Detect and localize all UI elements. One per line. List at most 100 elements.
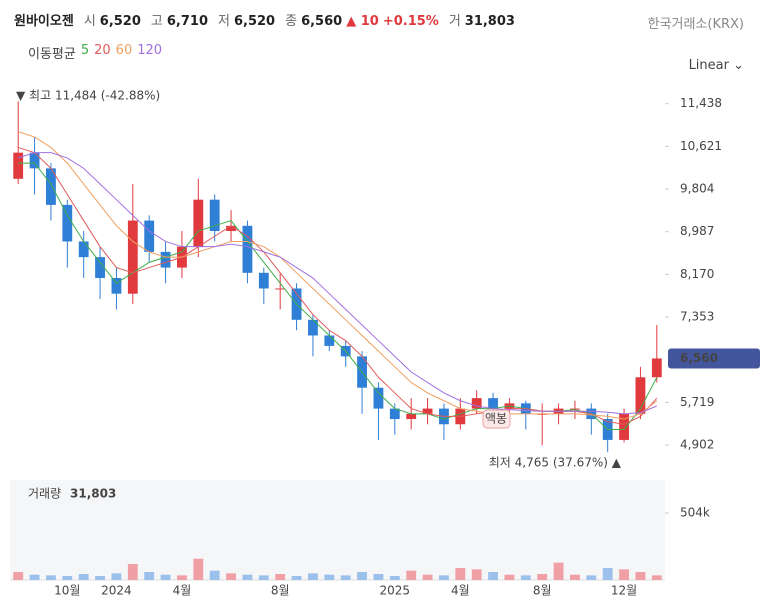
candle-body xyxy=(422,408,433,414)
candle-body xyxy=(95,257,105,279)
change-pct: +0.15% xyxy=(382,14,439,29)
volume-bar xyxy=(160,574,171,580)
y-tick-label: 11,438 xyxy=(680,96,722,110)
volume-bar xyxy=(193,558,204,580)
volume-bar xyxy=(455,568,466,580)
x-tick-label: 12월 xyxy=(611,584,637,598)
volume-bar xyxy=(651,575,662,580)
last-price-label: 6,560 xyxy=(680,351,718,365)
candle-body xyxy=(570,408,580,410)
volume-bar xyxy=(209,570,220,580)
volume-bar xyxy=(226,573,236,580)
volume-bar xyxy=(373,574,384,580)
marker-label: 액봉 xyxy=(485,412,507,426)
open: 6,520 xyxy=(99,14,141,29)
volume-bar xyxy=(144,572,155,580)
volume-bar xyxy=(95,576,105,580)
volume-bar xyxy=(111,573,122,580)
candle-body xyxy=(635,377,646,414)
label: 종 xyxy=(285,14,298,29)
x-tick-label: 8월 xyxy=(271,584,290,598)
volume-bar xyxy=(586,575,597,580)
volume-title: 거래량 xyxy=(28,487,61,501)
legend-entry: 60 xyxy=(115,43,133,58)
marker-box xyxy=(482,409,511,429)
y-tick-label: 504k xyxy=(680,505,710,519)
volume-bar xyxy=(340,575,351,580)
high: 6,710 xyxy=(166,14,208,29)
volume-bar xyxy=(635,572,646,580)
volume-bar xyxy=(13,572,24,580)
volume: 31,803 xyxy=(464,14,515,29)
volume-bar xyxy=(619,569,629,580)
ma-line xyxy=(18,162,658,430)
y-tick-label: 5,719 xyxy=(680,395,714,409)
candle-body xyxy=(46,168,56,205)
volume-bar xyxy=(439,575,449,580)
stock-name: 원바이오젠 xyxy=(14,14,74,29)
volume-bar xyxy=(488,572,498,580)
quote-header: 원바이오젠 시 6,520 고 6,710 저 6,520 종 6,560 ▲ 10 +0… xyxy=(14,10,515,29)
volume-bar xyxy=(504,574,515,580)
volume-bar xyxy=(553,562,564,580)
candle-body xyxy=(389,408,400,420)
candle-body xyxy=(127,220,138,294)
x-tick-label: 10월 xyxy=(54,584,80,598)
y-tick-label: 8,170 xyxy=(680,267,714,281)
y-tick-label: 7,353 xyxy=(680,310,714,324)
x-tick-label: 2025 xyxy=(380,584,411,598)
change: ▲ 10 xyxy=(346,14,379,29)
candle-body xyxy=(258,272,269,289)
candle-body xyxy=(242,225,253,273)
scale[interactable]: Linear xyxy=(688,58,729,73)
scale-selector[interactable]: Linear ⌄ xyxy=(688,58,744,73)
candle-body xyxy=(78,241,89,258)
candle-body xyxy=(373,387,384,409)
volume-bar xyxy=(406,570,417,580)
candle-body xyxy=(324,335,335,346)
ma-line xyxy=(18,131,658,420)
candle-body xyxy=(619,413,629,440)
candle-body xyxy=(160,251,171,268)
volume-bar xyxy=(291,576,302,580)
volume-bar xyxy=(62,576,73,580)
volume-bar xyxy=(46,575,56,580)
legend-entry: 5 xyxy=(80,43,90,58)
y-tick-label: 10,621 xyxy=(680,139,722,153)
candle-body xyxy=(144,220,155,252)
candle-body xyxy=(111,278,122,294)
candle-body xyxy=(651,358,662,378)
volume-bar xyxy=(258,575,269,580)
volume-bar xyxy=(275,574,286,580)
volume-bar xyxy=(78,574,89,580)
ma-legend: 이동평균 5 20 60 120 xyxy=(28,43,162,62)
volume-bar xyxy=(537,574,548,580)
y-tick-label: 9,804 xyxy=(680,182,714,196)
y-tick-label: 8,987 xyxy=(680,224,714,238)
candle-body xyxy=(13,152,24,179)
legend-entry: 20 xyxy=(94,43,111,58)
min-annotation: 최저 4,765 (37.67%) ▲ xyxy=(489,456,622,470)
candle-body xyxy=(471,398,482,409)
x-tick-label: 2024 xyxy=(101,584,132,598)
candle-body xyxy=(209,199,220,232)
candle-body xyxy=(308,319,318,336)
label: 시 xyxy=(83,14,96,29)
label: 고 xyxy=(150,14,163,29)
volume-value: 31,803 xyxy=(70,487,116,501)
volume-bar xyxy=(602,568,613,580)
volume-bar xyxy=(29,574,40,580)
volume-bar xyxy=(570,574,580,580)
ma-line xyxy=(18,152,658,415)
candle-body xyxy=(62,204,73,242)
close: 6,560 xyxy=(301,14,343,29)
candle-body xyxy=(193,199,204,247)
legend-title: 이동평균 xyxy=(28,47,76,62)
x-tick-label: 4월 xyxy=(451,584,470,598)
low: 6,520 xyxy=(233,14,276,29)
volume-bar xyxy=(127,564,138,580)
volume-bar xyxy=(471,569,482,580)
candle-body xyxy=(29,152,40,169)
